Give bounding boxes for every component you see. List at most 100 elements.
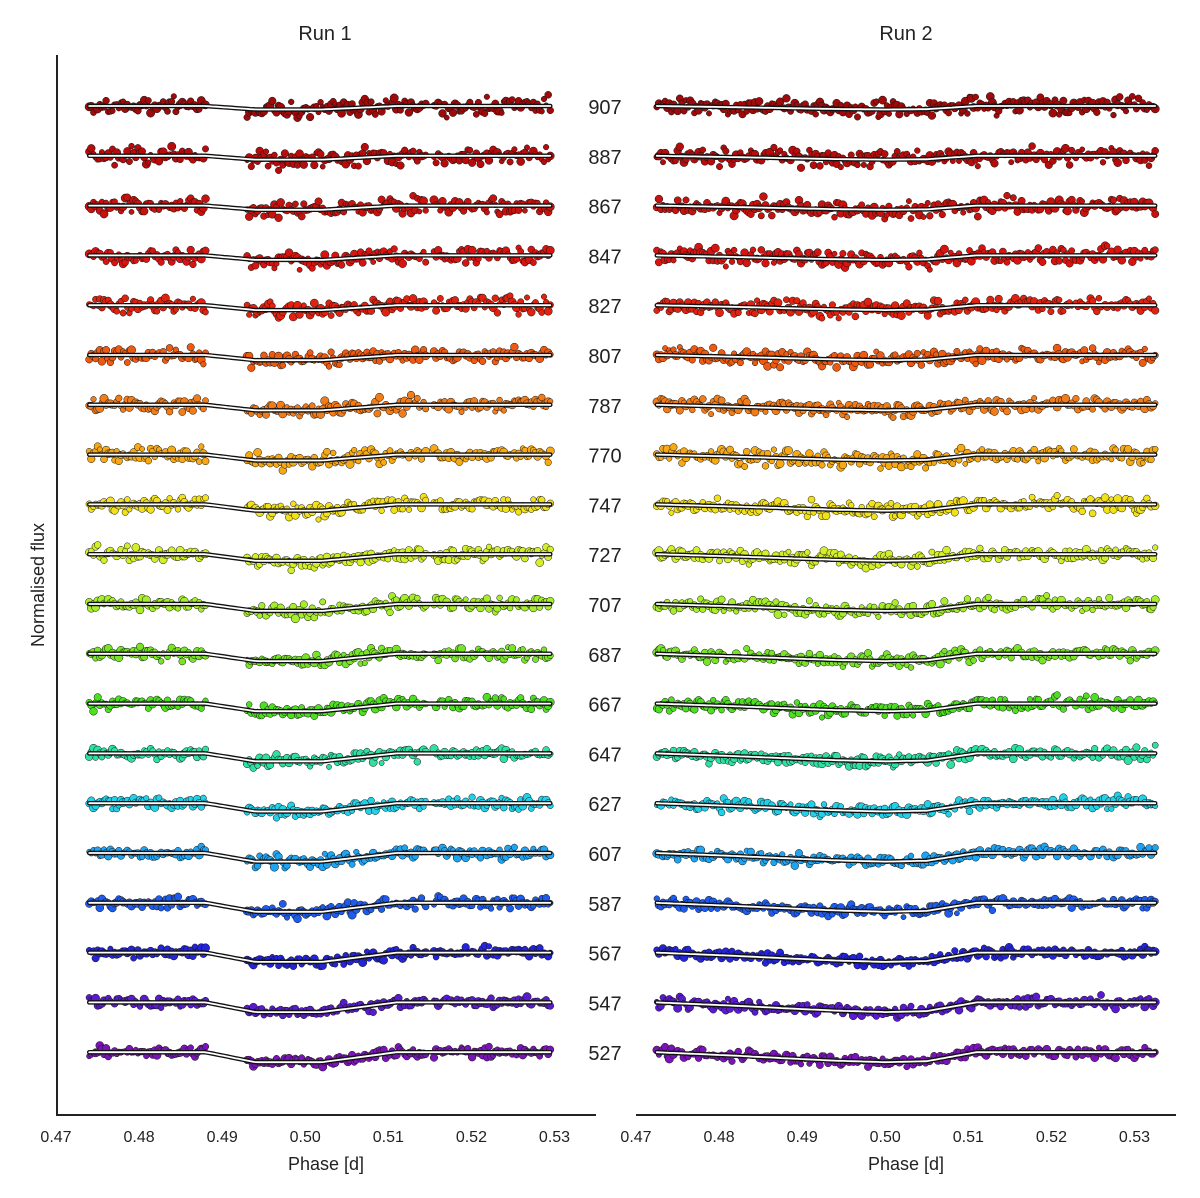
data-point bbox=[201, 1043, 210, 1051]
data-point bbox=[1009, 194, 1017, 202]
data-point bbox=[300, 200, 308, 208]
data-point bbox=[1115, 93, 1124, 101]
data-point bbox=[386, 608, 394, 617]
data-point bbox=[139, 446, 145, 452]
data-point bbox=[522, 992, 532, 1002]
panel-run-1 bbox=[84, 91, 555, 1072]
data-point bbox=[757, 212, 765, 220]
data-point bbox=[172, 306, 179, 313]
series-867-run-1 bbox=[84, 192, 555, 222]
data-point bbox=[770, 259, 777, 266]
data-point bbox=[434, 656, 442, 665]
data-point bbox=[670, 257, 677, 264]
data-point bbox=[813, 248, 822, 257]
data-point bbox=[854, 161, 861, 169]
data-point bbox=[837, 164, 844, 171]
data-point bbox=[768, 211, 776, 220]
data-point bbox=[262, 148, 270, 155]
data-point bbox=[1065, 161, 1074, 169]
series-567-run-1 bbox=[85, 941, 554, 971]
data-point bbox=[316, 150, 325, 158]
data-point bbox=[292, 200, 299, 208]
x-axis-label-run-1: Phase [d] bbox=[288, 1154, 364, 1174]
data-point bbox=[119, 309, 127, 317]
data-point bbox=[167, 141, 177, 151]
data-point bbox=[146, 505, 155, 514]
data-point bbox=[508, 96, 516, 103]
data-point bbox=[406, 390, 416, 400]
data-point bbox=[187, 1044, 194, 1051]
data-point bbox=[330, 449, 337, 457]
data-point bbox=[1151, 210, 1160, 218]
data-point bbox=[371, 111, 379, 118]
data-point bbox=[124, 496, 131, 503]
data-point bbox=[1048, 108, 1058, 118]
data-point bbox=[960, 209, 967, 216]
data-point bbox=[1145, 162, 1153, 169]
data-point bbox=[123, 359, 131, 366]
data-point bbox=[854, 113, 861, 121]
data-point bbox=[90, 396, 97, 403]
data-point bbox=[323, 447, 331, 456]
data-point bbox=[144, 457, 152, 465]
data-point bbox=[831, 250, 838, 257]
data-point bbox=[370, 259, 377, 265]
data-point bbox=[675, 142, 684, 151]
data-point bbox=[1104, 242, 1111, 250]
data-point bbox=[540, 95, 548, 103]
data-point bbox=[276, 198, 285, 207]
data-point bbox=[327, 348, 335, 356]
data-point bbox=[920, 214, 927, 220]
series-627-run-1 bbox=[85, 793, 554, 822]
data-point bbox=[269, 862, 279, 872]
data-point bbox=[496, 594, 503, 602]
data-point bbox=[275, 166, 283, 174]
data-point bbox=[268, 96, 277, 105]
data-point bbox=[422, 207, 429, 214]
data-point bbox=[945, 109, 952, 117]
data-point bbox=[964, 110, 971, 117]
data-point bbox=[319, 163, 326, 170]
data-point bbox=[488, 905, 495, 912]
data-point bbox=[1122, 108, 1130, 115]
data-point bbox=[924, 199, 931, 206]
data-point bbox=[245, 212, 254, 221]
data-point bbox=[519, 646, 526, 653]
data-point bbox=[253, 448, 262, 457]
data-point bbox=[89, 707, 98, 716]
data-point bbox=[100, 556, 108, 564]
data-point bbox=[673, 196, 682, 205]
data-point bbox=[468, 793, 476, 801]
data-point bbox=[907, 215, 915, 222]
data-point bbox=[716, 163, 723, 171]
data-point bbox=[706, 110, 712, 117]
data-point bbox=[109, 107, 116, 114]
data-point bbox=[809, 161, 818, 170]
data-point bbox=[326, 764, 332, 770]
data-point bbox=[361, 660, 368, 666]
data-point bbox=[1113, 158, 1122, 167]
data-point bbox=[414, 594, 421, 602]
data-point bbox=[839, 250, 847, 257]
data-point bbox=[251, 261, 260, 270]
data-point bbox=[315, 516, 322, 523]
data-point bbox=[432, 306, 441, 315]
data-point bbox=[125, 158, 133, 165]
series-527-run-1 bbox=[86, 1041, 555, 1072]
data-point bbox=[140, 207, 149, 216]
data-point bbox=[413, 394, 421, 402]
model-fit-line bbox=[88, 204, 552, 211]
data-point bbox=[816, 162, 824, 170]
data-point bbox=[515, 311, 522, 318]
data-point bbox=[530, 496, 537, 503]
data-point bbox=[102, 96, 110, 105]
data-point bbox=[485, 1042, 493, 1051]
data-point bbox=[544, 458, 552, 466]
data-point bbox=[1055, 257, 1063, 265]
series-907-run-1 bbox=[84, 91, 554, 122]
data-point bbox=[436, 295, 444, 302]
data-point bbox=[530, 259, 537, 266]
data-point bbox=[293, 914, 302, 924]
data-point bbox=[1034, 244, 1043, 252]
